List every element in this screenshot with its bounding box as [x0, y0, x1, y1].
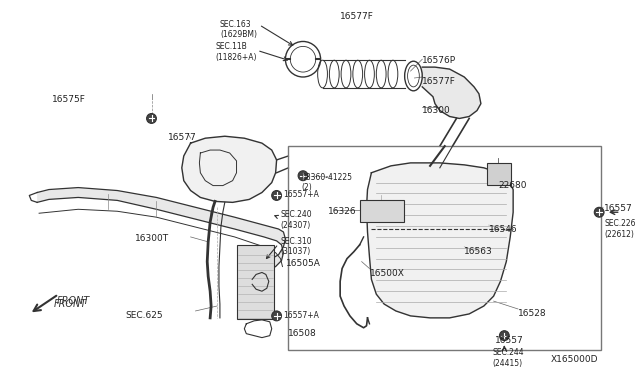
- Text: 16557+A: 16557+A: [284, 311, 319, 320]
- Text: 16508: 16508: [289, 329, 317, 338]
- Text: 16575F: 16575F: [52, 95, 86, 104]
- Text: 16577F: 16577F: [422, 77, 456, 86]
- Text: FRONT: FRONT: [54, 299, 87, 309]
- Text: SEC.226
(22612): SEC.226 (22612): [604, 219, 636, 238]
- Text: 16546: 16546: [489, 225, 517, 234]
- Bar: [360, 201, 404, 222]
- Text: 08360-41225
(2): 08360-41225 (2): [301, 173, 352, 192]
- Circle shape: [499, 331, 509, 341]
- Polygon shape: [422, 67, 481, 118]
- Text: 16528: 16528: [518, 309, 547, 318]
- Text: SEC.310
(31037): SEC.310 (31037): [280, 237, 312, 256]
- Circle shape: [595, 207, 604, 217]
- Text: SEC.625: SEC.625: [125, 311, 163, 320]
- Polygon shape: [367, 163, 513, 318]
- Text: 16577F: 16577F: [340, 12, 374, 21]
- Text: 16577: 16577: [168, 133, 197, 142]
- Text: 16576P: 16576P: [422, 56, 456, 65]
- Text: FRONT: FRONT: [57, 296, 90, 306]
- Text: SEC.11B
(11826+A): SEC.11B (11826+A): [215, 42, 257, 62]
- Text: 16300T: 16300T: [135, 234, 169, 243]
- Text: 16300: 16300: [422, 106, 451, 115]
- Circle shape: [272, 311, 282, 321]
- Circle shape: [147, 113, 156, 124]
- Circle shape: [298, 171, 308, 181]
- Bar: [237, 245, 274, 319]
- Polygon shape: [182, 136, 276, 202]
- Bar: [289, 146, 601, 350]
- Text: X165000D: X165000D: [550, 355, 598, 365]
- Text: 16557: 16557: [604, 204, 633, 214]
- Text: 16505A: 16505A: [286, 259, 321, 267]
- Text: 16557+A: 16557+A: [284, 190, 319, 199]
- Text: 16563: 16563: [464, 247, 493, 256]
- Text: 22680: 22680: [499, 181, 527, 190]
- Polygon shape: [37, 187, 285, 272]
- Text: SEC.163
(1629BM): SEC.163 (1629BM): [220, 20, 257, 39]
- Text: SEC.240
(24307): SEC.240 (24307): [280, 210, 312, 230]
- Circle shape: [272, 190, 282, 201]
- Text: 16500X: 16500X: [369, 269, 404, 278]
- Text: SEC.244
(24415): SEC.244 (24415): [493, 349, 524, 368]
- Text: 16557: 16557: [495, 336, 524, 344]
- Text: 16326: 16326: [328, 207, 357, 216]
- Bar: [487, 163, 511, 185]
